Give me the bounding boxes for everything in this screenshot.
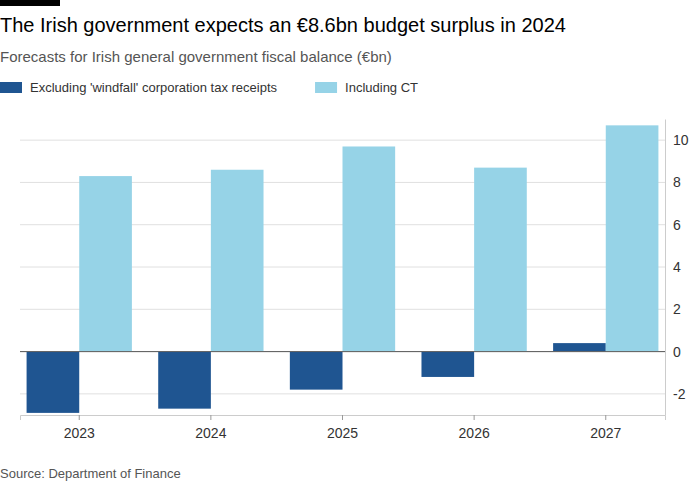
y-tick-label: 6 <box>673 217 681 233</box>
x-tick-label: 2024 <box>195 425 226 441</box>
source: Source: Department of Finance <box>0 466 181 481</box>
legend-label: Excluding 'windfall' corporation tax rec… <box>30 80 278 95</box>
bar <box>606 125 659 351</box>
grid <box>20 140 665 394</box>
y-tick: -2 <box>665 386 686 402</box>
x-tick: 2023 <box>64 415 95 441</box>
x-tick-label: 2025 <box>327 425 358 441</box>
y-tick-label: 10 <box>673 132 689 148</box>
bar <box>553 343 606 351</box>
x-tick: 2024 <box>195 415 226 441</box>
y-tick: 4 <box>665 259 681 275</box>
y-tick: 8 <box>665 174 681 190</box>
x-tick: 2027 <box>590 415 621 441</box>
legend-swatch <box>0 82 22 93</box>
subtitle: Forecasts for Irish general government f… <box>0 48 392 65</box>
zero-line <box>20 351 665 352</box>
x-tick-mark <box>474 415 475 420</box>
bar <box>27 352 80 413</box>
bar <box>421 352 474 377</box>
bar <box>290 352 343 390</box>
x-axis: 2023 2024 2025 2026 2027 <box>21 415 666 441</box>
legend-label: Including CT <box>345 80 418 95</box>
y-tick: 2 <box>665 301 681 317</box>
y-tick-label: -2 <box>673 386 686 402</box>
x-tick-mark <box>605 415 606 420</box>
x-tick-label: 2023 <box>64 425 95 441</box>
bars <box>27 125 659 413</box>
y-tick: 10 <box>665 132 689 148</box>
y-tick-label: 0 <box>673 344 681 360</box>
legend-swatch <box>315 82 337 93</box>
chart: The Irish government expects an €8.6bn b… <box>0 0 700 500</box>
x-tick-label: 2027 <box>590 425 621 441</box>
x-tick: 2025 <box>327 415 358 441</box>
legend: Excluding 'windfall' corporation tax rec… <box>0 80 418 95</box>
bar <box>474 168 527 352</box>
y-axis: -2 0 2 4 6 8 10 <box>665 120 689 416</box>
bar <box>211 170 264 352</box>
bar <box>343 146 396 351</box>
x-tick: 2026 <box>459 415 490 441</box>
y-tick-label: 8 <box>673 174 681 190</box>
x-tick-mark <box>79 415 80 420</box>
x-axis-line <box>21 416 666 421</box>
y-tick: 6 <box>665 217 681 233</box>
y-axis-line <box>665 120 666 416</box>
y-tick: 0 <box>665 344 681 360</box>
grid-line <box>20 351 665 352</box>
x-tick-mark <box>210 415 211 420</box>
y-tick-label: 4 <box>673 259 681 275</box>
y-tick-label: 2 <box>673 301 681 317</box>
grid-line <box>20 393 665 394</box>
title: The Irish government expects an €8.6bn b… <box>0 14 566 36</box>
bar <box>158 352 211 409</box>
bar <box>79 176 132 351</box>
x-tick-label: 2026 <box>459 425 490 441</box>
accent-bar <box>0 0 60 6</box>
x-tick-mark <box>342 415 343 420</box>
grid-line <box>20 140 665 141</box>
